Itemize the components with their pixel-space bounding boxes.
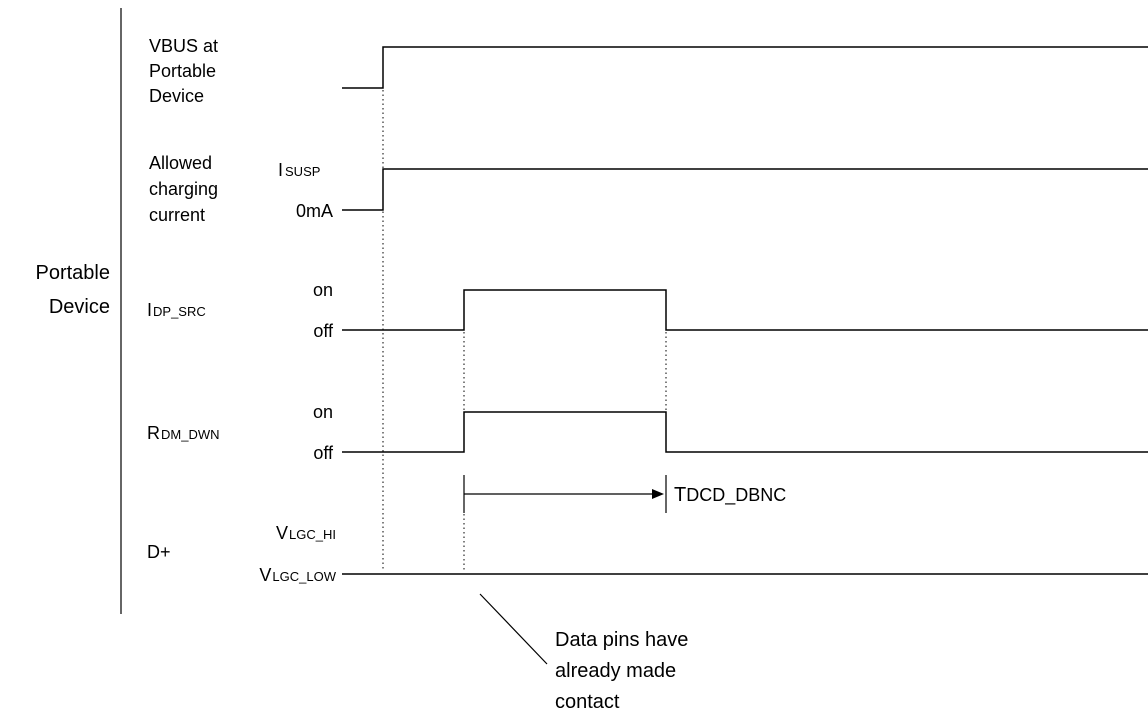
group-label-line2: Device <box>49 296 110 318</box>
rdm-dwn-signal: RDM_DWN on off <box>147 402 1148 463</box>
dplus-level-high: VLGC_HI <box>276 523 336 543</box>
rdm-dwn-label: RDM_DWN <box>147 423 220 443</box>
annotation-line1: Data pins have <box>555 629 688 651</box>
charging-level-high: I SUSP <box>278 160 320 180</box>
charging-label-line3: current <box>149 205 205 225</box>
vbus-waveform <box>342 46 1148 89</box>
tdcd-dbnc-label: TDCD_DBNC <box>674 484 786 506</box>
idp-src-level-on: on <box>313 280 333 300</box>
idp-src-level-off: off <box>313 321 334 341</box>
dplus-signal: D+ VLGC_HI VLGC_LOW <box>147 523 1148 585</box>
vbus-label-line3: Device <box>149 86 204 106</box>
idp-src-waveform <box>342 289 1148 331</box>
charging-level-low: 0mA <box>296 201 333 221</box>
vbus-signal: VBUS at Portable Device <box>149 36 1148 106</box>
dplus-level-low: VLGC_LOW <box>259 565 336 585</box>
dplus-label: D+ <box>147 542 171 562</box>
rdm-dwn-waveform <box>342 411 1148 453</box>
vbus-label-line2: Portable <box>149 61 216 81</box>
tdcd-arrow-head <box>652 489 664 499</box>
annotation-line2: already made <box>555 660 676 682</box>
charging-label-line1: Allowed <box>149 153 212 173</box>
rdm-dwn-level-on: on <box>313 402 333 422</box>
contact-annotation: Data pins have already made contact <box>479 593 688 713</box>
rdm-dwn-level-off: off <box>313 443 334 463</box>
tdcd-dbnc-interval: TDCD_DBNC <box>463 475 786 513</box>
annotation-leader-line <box>479 593 548 665</box>
charging-current-signal: Allowed charging current I SUSP 0mA <box>149 153 1148 225</box>
vbus-label-line1: VBUS at <box>149 36 218 56</box>
idp-src-label: IDP_SRC <box>147 300 206 320</box>
charging-label-line2: charging <box>149 179 218 199</box>
idp-src-signal: IDP_SRC on off <box>147 280 1148 341</box>
annotation-line3: contact <box>555 691 620 713</box>
group-label-line1: Portable <box>36 262 111 284</box>
charging-waveform <box>342 168 1148 211</box>
